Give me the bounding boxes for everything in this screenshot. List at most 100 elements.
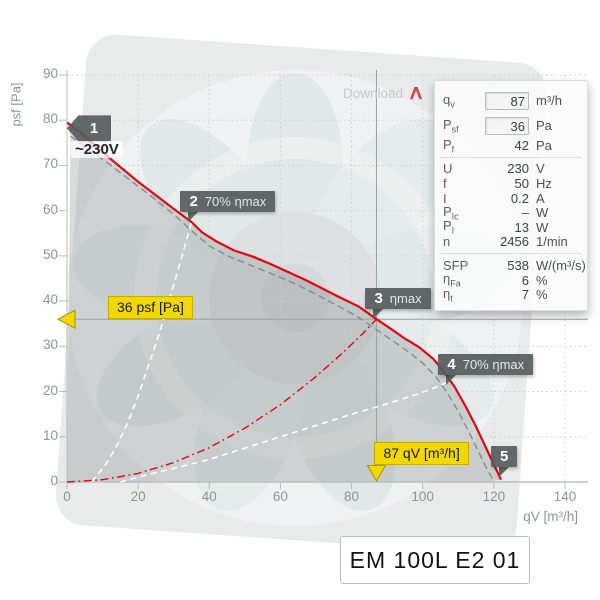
panel-row-n: n 2456 1/min <box>435 234 587 250</box>
panel-separator <box>441 156 581 158</box>
panel-label-etat: ηt <box>443 285 453 304</box>
panel-label-pic: PIc <box>443 203 459 222</box>
panel-label-psf: Psf <box>443 116 459 135</box>
panel-unit-n: 1/min <box>536 234 568 250</box>
marker-number: 3 <box>374 290 383 308</box>
panel-label-u: U <box>443 161 453 177</box>
panel-unit-f: Hz <box>536 175 552 191</box>
panel-unit-pf: Pa <box>536 137 552 153</box>
system-curve <box>66 318 378 483</box>
panel-value-sfp: 538 <box>507 257 529 273</box>
y-tick-label: 10 <box>42 427 58 443</box>
download-link[interactable]: Download <box>343 85 424 101</box>
marker-number: 4 <box>447 355 456 373</box>
model-label: EM 100L E2 01 <box>349 546 521 573</box>
y-tick-label: 0 <box>50 473 58 488</box>
panel-value-u: 230 <box>507 161 529 177</box>
panel-value-n: 2456 <box>500 234 529 250</box>
panel-unit-pi: W <box>536 219 549 235</box>
psf-handle[interactable] <box>56 309 76 330</box>
curve-marker-5: 5 <box>491 446 518 468</box>
x-tick-label: 60 <box>272 489 288 504</box>
panel-row-f: f 50 Hz <box>435 176 587 191</box>
panel-value-psf[interactable]: 36 <box>485 116 529 135</box>
marker-number: 1 <box>89 119 99 137</box>
y-axis-title: psf [Pa] <box>8 82 24 127</box>
panel-value-pic: – <box>521 205 529 221</box>
panel-row-u: U 230 V <box>435 161 587 177</box>
x-axis-title: qV [m³/h] <box>523 509 578 524</box>
panel-label-pi: PI <box>443 218 455 237</box>
panel-value-pi: 13 <box>514 219 529 235</box>
x-tick-label: 120 <box>482 489 506 504</box>
panel-value-f: 50 <box>514 175 529 191</box>
x-tick-label: 140 <box>553 489 577 504</box>
qv-handle[interactable] <box>366 465 387 482</box>
download-label: Download <box>343 85 404 101</box>
curve-band-fill <box>67 122 501 481</box>
panel-row-pic: PIc – W <box>435 203 587 222</box>
curve-marker-4: 4 70% ηmax <box>438 353 534 375</box>
panel-unit-etat: % <box>536 287 548 303</box>
x-tick-label: 20 <box>130 489 146 504</box>
panel-label-f: f <box>443 175 447 191</box>
panel-label-etafa: ηFa <box>443 271 461 289</box>
y-tick-label: 50 <box>42 246 58 262</box>
marker-text: 70% ηmax <box>204 193 267 209</box>
panel-unit-sfp: W/(m³/s) <box>536 257 586 273</box>
marker-text: 70% ηmax <box>462 356 525 372</box>
panel-value-qv[interactable]: 87 <box>485 91 529 110</box>
y-tick-label: 80 <box>42 111 58 127</box>
panel-unit-pic: W <box>536 205 549 221</box>
panel-row-etat: ηt 7% <box>435 285 587 304</box>
y-tick-label: 70 <box>42 156 58 172</box>
panel-value-etafa: 6 <box>521 272 529 288</box>
fan-curve-230V <box>66 121 502 481</box>
panel-row-sfp: SFP 538 W/(m³/s) <box>435 258 587 273</box>
panel-unit-qv: m³/h <box>536 93 562 108</box>
fan-curve-reference <box>70 135 495 481</box>
x-tick-label: 0 <box>63 489 71 504</box>
psf-annotation[interactable]: 36 psf [Pa] <box>108 296 193 320</box>
panel-label-pf: Pf <box>443 136 455 155</box>
x-tick-label: 40 <box>201 489 217 504</box>
marker-pointer <box>499 467 510 478</box>
y-tick-label: 60 <box>42 201 58 217</box>
marker-pointer <box>446 374 457 385</box>
x-tick-label: 80 <box>344 489 360 504</box>
marker-text: ηmax <box>389 291 422 307</box>
panel-label-i: I <box>443 190 447 206</box>
panel-label-n: n <box>443 234 451 250</box>
panel-separator <box>441 253 581 255</box>
model-label-box: EM 100L E2 01 <box>340 536 530 584</box>
operating-area-fill <box>67 136 494 482</box>
panel-row-i: I 0.2 A <box>435 191 587 206</box>
y-tick-label: 20 <box>42 382 58 398</box>
panel-value-etat: 7 <box>521 287 529 303</box>
marker-number: 2 <box>189 192 198 210</box>
pdf-icon <box>410 87 423 99</box>
marker-number: 5 <box>500 448 509 466</box>
panel-value-pf: 42 <box>514 137 529 153</box>
curve-marker-3: 3 ηmax <box>365 288 431 310</box>
panel-unit-i: A <box>536 190 545 206</box>
panel-row-psf: Psf 36 Pa <box>435 113 587 138</box>
panel-row-etafa: ηFa 6% <box>435 271 587 289</box>
qv-annotation[interactable]: 87 qV [m³/h] <box>374 442 469 465</box>
marker-sublabel: ~230V <box>71 141 123 159</box>
panel-unit-psf: Pa <box>536 118 552 133</box>
y-tick-label: 30 <box>42 337 58 353</box>
eta-70-boundary-left <box>91 221 193 483</box>
panel-row-pf: Pf 42 Pa <box>435 136 587 155</box>
panel-row-pi: PI 13 W <box>435 218 587 237</box>
y-tick-label: 90 <box>42 66 58 81</box>
marker-pointer <box>373 309 384 320</box>
panel-row-qv: qv 87 m³/h <box>435 88 587 113</box>
panel-unit-u: V <box>536 161 545 177</box>
curve-marker-2: 2 70% ηmax <box>180 190 276 212</box>
panel-label-qv: qv <box>443 91 455 110</box>
panel-value-i: 0.2 <box>510 190 529 206</box>
